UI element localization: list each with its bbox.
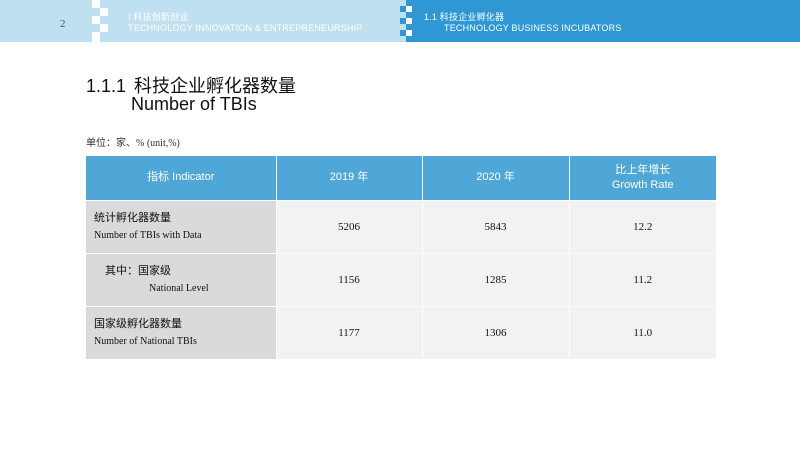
cell-2020: 5843 — [422, 199, 570, 253]
cell-2019: 1156 — [276, 252, 423, 306]
decor-block — [406, 6, 412, 12]
row-label: 国家级孵化器数量 Number of National TBIs — [86, 305, 277, 359]
table-row: 国家级孵化器数量 Number of National TBIs 1177 13… — [86, 305, 716, 359]
column-header-2020: 2020 年 — [422, 156, 570, 200]
header-right-band — [400, 0, 800, 42]
data-table: 指标 Indicator 2019 年 2020 年 比上年增长 Growth … — [86, 156, 716, 359]
page-title-en: Number of TBIs — [131, 94, 257, 114]
cell-growth: 11.2 — [569, 252, 716, 306]
column-header-2019: 2019 年 — [276, 156, 423, 200]
cell-2019: 1177 — [276, 305, 423, 359]
decor-block — [406, 30, 412, 36]
unit-note: 单位：家、% (unit,%) — [86, 138, 180, 149]
subsection-title-cn: 1.1 科技企业孵化器 — [424, 12, 505, 22]
cell-2020: 1285 — [422, 252, 570, 306]
section-title-en: TECHNOLOGY INNOVATION & ENTREPRENEURSHIP — [128, 23, 363, 33]
column-header-indicator: 指标 Indicator — [86, 156, 277, 200]
decor-block — [400, 36, 406, 42]
decor-block — [92, 16, 100, 24]
page-number: 2 — [60, 18, 66, 30]
title-cn-text: 科技企业孵化器数量 — [134, 76, 297, 96]
section-title-cn: I 科技创新创业 — [128, 12, 189, 22]
decor-block — [100, 8, 108, 16]
row-label: 统计孵化器数量 Number of TBIs with Data — [86, 199, 277, 253]
page-title-cn: 1.1.1 科技企业孵化器数量 — [86, 72, 296, 98]
decor-block — [92, 32, 100, 42]
table-header-row: 指标 Indicator 2019 年 2020 年 比上年增长 Growth … — [86, 156, 716, 200]
section-heading-left: I 科技创新创业 TECHNOLOGY INNOVATION & ENTREPR… — [117, 12, 363, 34]
title-number: 1.1.1 — [86, 76, 127, 96]
column-header-growth-rate: 比上年增长 Growth Rate — [569, 156, 716, 200]
decor-block — [100, 24, 108, 32]
subsection-title-en: TECHNOLOGY BUSINESS INCUBATORS — [444, 23, 622, 33]
cell-2020: 1306 — [422, 305, 570, 359]
decor-block — [406, 18, 412, 24]
header-left-band — [0, 0, 400, 42]
row-label: 其中：国家级 National Level — [86, 252, 277, 306]
table-row: 其中：国家级 National Level 1156 1285 11.2 — [86, 252, 716, 306]
cell-2019: 5206 — [276, 199, 423, 253]
decor-block — [400, 24, 406, 30]
decor-block — [400, 12, 406, 18]
decor-block — [92, 0, 100, 8]
decor-block — [400, 0, 406, 6]
cell-growth: 11.0 — [569, 305, 716, 359]
section-heading-right: 1.1 科技企业孵化器 TECHNOLOGY BUSINESS INCUBATO… — [424, 12, 622, 34]
page-header: 2 I 科技创新创业 TECHNOLOGY INNOVATION & ENTRE… — [0, 0, 800, 42]
cell-growth: 12.2 — [569, 199, 716, 253]
table-row: 统计孵化器数量 Number of TBIs with Data 5206 58… — [86, 199, 716, 253]
